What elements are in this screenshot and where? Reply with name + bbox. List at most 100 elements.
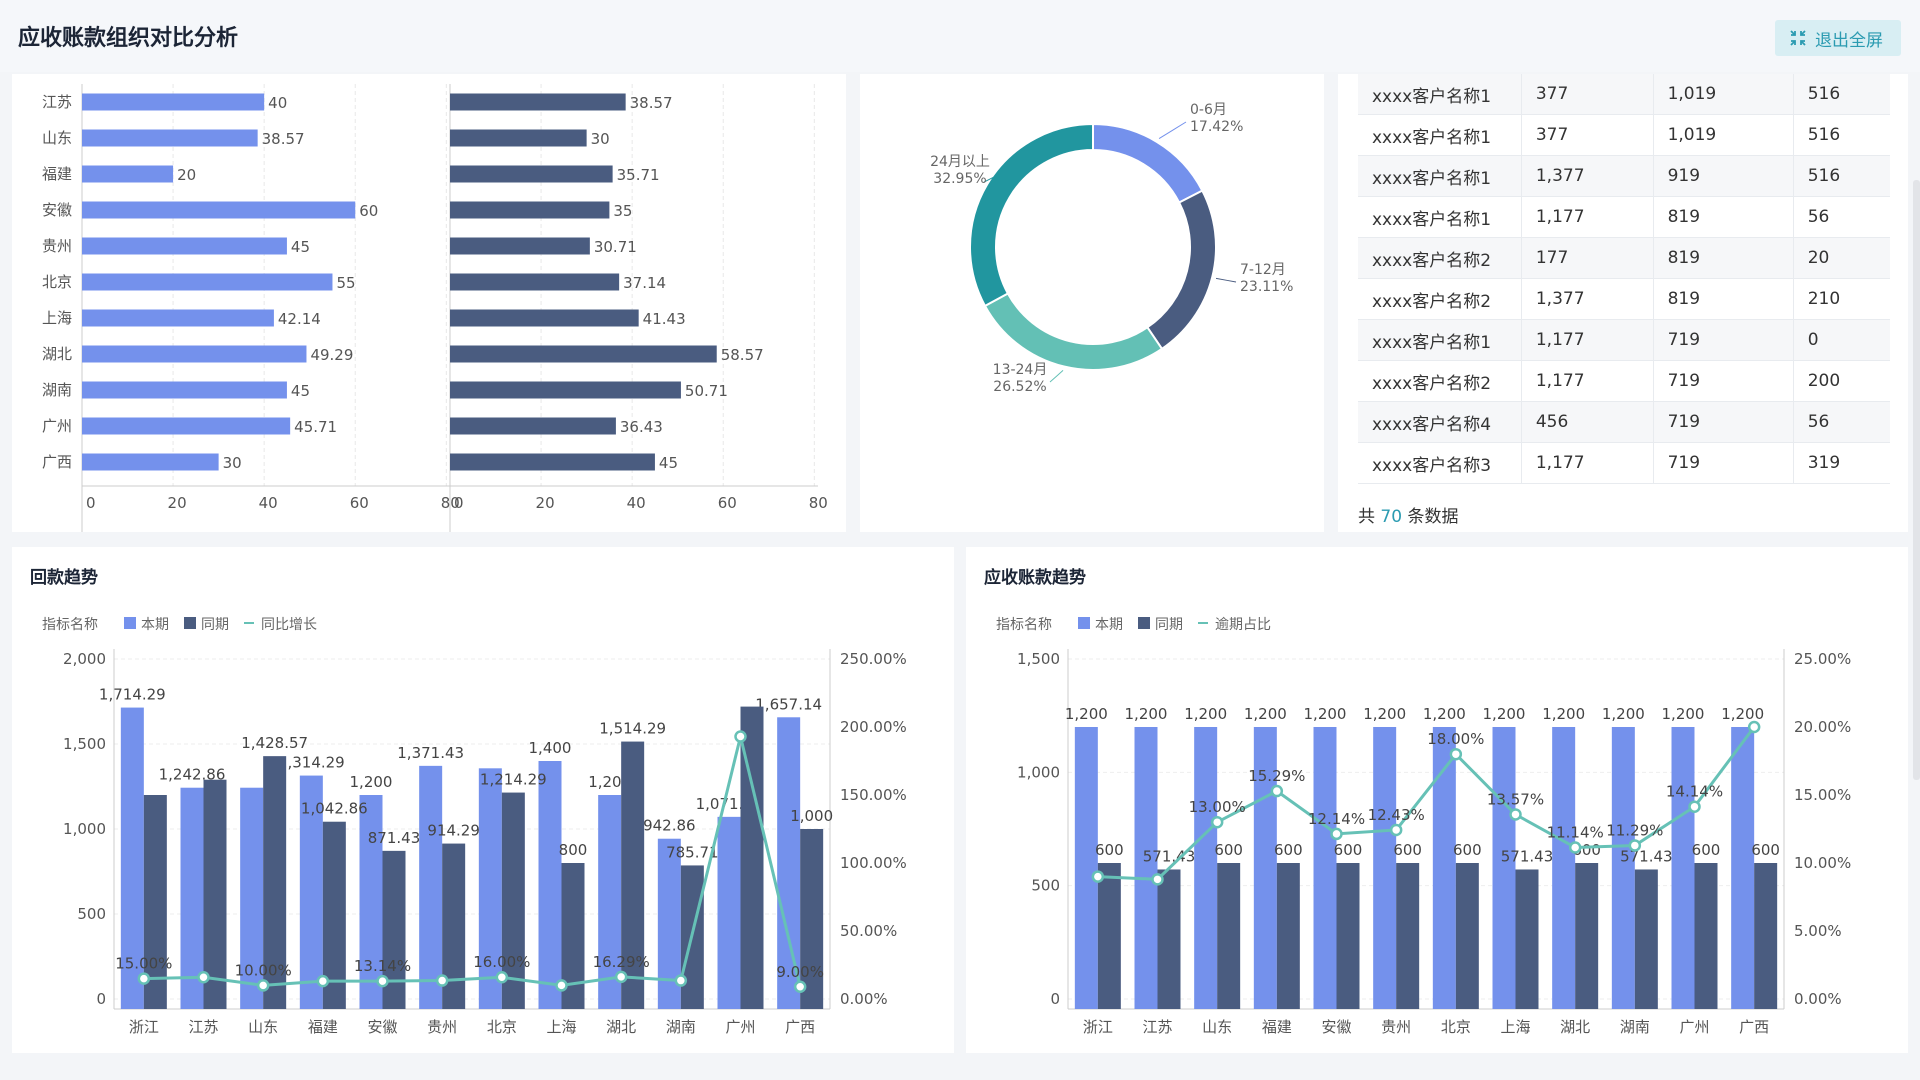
legend-item-label: 本期 bbox=[141, 617, 169, 633]
table-row[interactable]: xxxx客户名称4 456 719 56 bbox=[1358, 401, 1890, 443]
donut-slice-name: 13-24月 bbox=[993, 362, 1048, 378]
payment-trend-title: 回款趋势 bbox=[30, 568, 98, 588]
table-row[interactable]: xxxx客户名称3 1,177 719 319 bbox=[1358, 442, 1890, 484]
line-value-label: 11.14% bbox=[1547, 823, 1604, 841]
legend-swatch bbox=[1078, 617, 1090, 629]
bar-value-label: 45 bbox=[291, 238, 310, 256]
bar-value-label: 600 bbox=[1393, 841, 1422, 859]
bar-current bbox=[1492, 727, 1516, 1009]
x-tick-label: 广州 bbox=[1679, 1018, 1709, 1036]
bar-value-label: 1,200 bbox=[1065, 705, 1108, 723]
bar-value-label: 871.43 bbox=[368, 829, 421, 847]
table-row[interactable]: xxxx客户名称1 377 1,019 516 bbox=[1358, 114, 1890, 156]
bar-value-label: 600 bbox=[1692, 841, 1721, 859]
y-left-tick-label: 1,500 bbox=[1017, 650, 1060, 668]
page-scrollbar[interactable] bbox=[1913, 180, 1920, 780]
donut-slice-name: 7-12月 bbox=[1240, 262, 1286, 278]
bar-current bbox=[1074, 727, 1098, 1009]
receivable-trend-title: 应收账款趋势 bbox=[984, 568, 1086, 588]
x-tick-label: 江苏 bbox=[188, 1018, 218, 1036]
bar-value-label: 45 bbox=[659, 454, 678, 472]
table-cell: xxxx客户名称1 bbox=[1358, 319, 1522, 361]
table-row[interactable]: xxxx客户名称1 377 1,019 516 bbox=[1358, 74, 1890, 115]
x-tick-label: 60 bbox=[718, 494, 737, 512]
bar-value-label: 30.71 bbox=[594, 238, 637, 256]
table-row[interactable]: xxxx客户名称2 1,177 719 200 bbox=[1358, 360, 1890, 402]
payment-trend-card: 回款趋势 指标名称 本期 同期 同比增长 0 500 1,000 1,500 2,000 0.00… bbox=[12, 547, 954, 1053]
bar-right bbox=[450, 165, 613, 183]
line-point bbox=[1449, 747, 1463, 761]
line-point bbox=[1747, 720, 1761, 734]
table-row[interactable]: xxxx客户名称2 1,377 819 210 bbox=[1358, 278, 1890, 320]
bar-right bbox=[450, 237, 590, 255]
province-label: 山东 bbox=[42, 129, 72, 147]
bar-current bbox=[1253, 727, 1277, 1009]
line-value-label: 15.29% bbox=[1248, 767, 1305, 785]
table-row[interactable]: xxxx客户名称1 1,177 819 56 bbox=[1358, 196, 1890, 238]
legend-swatch bbox=[1138, 617, 1150, 629]
bar-value-label: 42.14 bbox=[278, 310, 321, 328]
y-right-tick-label: 200.00% bbox=[840, 718, 907, 736]
payment-trend-chart: 指标名称 本期 同期 同比增长 0 500 1,000 1,500 2,000 0.00% 50.0… bbox=[42, 617, 907, 1036]
line-value-label: 15.00% bbox=[115, 955, 172, 973]
legend-item-label: 同期 bbox=[201, 617, 229, 633]
bar-left bbox=[82, 93, 265, 111]
bar-value-label: 600 bbox=[1453, 841, 1482, 859]
bar-value-label: 800 bbox=[559, 841, 588, 859]
bar-current bbox=[538, 761, 562, 1009]
bar-current bbox=[299, 775, 323, 1009]
bar-value-label: 1,200 bbox=[350, 773, 393, 791]
x-tick-label: 60 bbox=[350, 494, 369, 512]
table-cell: 200 bbox=[1793, 360, 1890, 402]
x-tick-label: 安徽 bbox=[367, 1018, 397, 1036]
table-row[interactable]: xxxx客户名称2 177 819 20 bbox=[1358, 237, 1890, 279]
table-cell: xxxx客户名称1 bbox=[1358, 114, 1522, 156]
donut-leader-line bbox=[1215, 277, 1237, 283]
x-tick-label: 安徽 bbox=[1321, 1018, 1351, 1036]
receivable-trend-chart: 指标名称 本期 同期 逾期占比 0 500 1,000 1,500 0.00% 5.00% 10.0… bbox=[996, 617, 1851, 1036]
table-cell: xxxx客户名称3 bbox=[1358, 442, 1522, 484]
bar-left bbox=[82, 345, 307, 363]
bar-value-label: 1,428.57 bbox=[241, 734, 308, 752]
table-row[interactable]: xxxx客户名称1 1,177 719 0 bbox=[1358, 319, 1890, 361]
y-left-tick-label: 0 bbox=[96, 990, 106, 1008]
bar-current bbox=[359, 795, 383, 1009]
customer-table: xxxx客户名称1 377 1,019 516 xxxx客户名称1 377 1,019 516… bbox=[1358, 74, 1890, 484]
x-tick-label: 40 bbox=[627, 494, 646, 512]
legend-title: 指标名称 bbox=[996, 617, 1052, 633]
bar-value-label: 1,714.29 bbox=[99, 686, 166, 704]
bar-right bbox=[450, 345, 717, 363]
x-tick-label: 山东 bbox=[248, 1018, 278, 1036]
legend-title: 指标名称 bbox=[42, 617, 98, 633]
province-label: 北京 bbox=[42, 273, 72, 291]
table-cell: 377 bbox=[1521, 74, 1654, 115]
bar-value-label: 1,314.29 bbox=[278, 754, 345, 772]
table-row[interactable]: xxxx客户名称1 1,377 919 516 bbox=[1358, 155, 1890, 197]
bar-value-label: 600 bbox=[1751, 841, 1780, 859]
bar-previous bbox=[1575, 863, 1599, 1009]
table-cell: 56 bbox=[1793, 196, 1890, 238]
bar-current bbox=[1611, 727, 1635, 1009]
table-total: 共 70 条数据 bbox=[1358, 502, 1458, 527]
x-tick-label: 湖南 bbox=[666, 1018, 696, 1036]
bar-left bbox=[82, 273, 333, 291]
x-tick-label: 上海 bbox=[1500, 1018, 1530, 1036]
bar-value-label: 45.71 bbox=[294, 418, 337, 436]
table-cell: 0 bbox=[1793, 319, 1890, 361]
line-value-label: 18.00% bbox=[1427, 730, 1484, 748]
bar-left bbox=[82, 201, 356, 219]
bar-previous bbox=[442, 843, 466, 1009]
exit-fullscreen-button[interactable]: 退出全屏 bbox=[1775, 20, 1901, 56]
legend-swatch bbox=[124, 617, 136, 629]
bar-right bbox=[450, 453, 655, 471]
bar-left bbox=[82, 237, 287, 255]
y-left-tick-label: 500 bbox=[1031, 877, 1060, 895]
bar-value-label: 1,200 bbox=[1244, 705, 1287, 723]
bar-value-label: 20 bbox=[177, 166, 196, 184]
bar-right bbox=[450, 381, 681, 399]
line-point bbox=[316, 974, 330, 988]
donut-slice-name: 0-6月 bbox=[1190, 102, 1227, 118]
bar-previous bbox=[1396, 863, 1420, 1009]
bar-value-label: 49.29 bbox=[310, 346, 353, 364]
